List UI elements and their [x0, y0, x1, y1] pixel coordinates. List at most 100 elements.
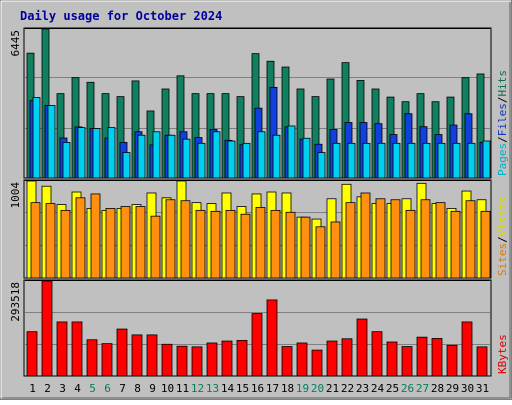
day-label-31: 31 — [476, 382, 489, 395]
bar-sites-day-29 — [450, 210, 461, 279]
panel-kbytes: 293518 KBytes — [9, 279, 509, 377]
day-label-1: 1 — [29, 382, 36, 395]
side-label-part-mid-0: Sites — [496, 243, 509, 276]
bar-sites-day-11 — [180, 200, 191, 279]
bar-pages-day-18 — [287, 125, 296, 179]
day-label-11: 11 — [176, 382, 189, 395]
bar-pages-day-12 — [197, 142, 206, 179]
bar-kbytes-day-28 — [431, 338, 443, 377]
bar-pages-day-17 — [272, 134, 281, 179]
bar-sites-day-17 — [270, 209, 281, 279]
side-label-part-top-4: Hits — [496, 70, 509, 97]
bar-kbytes-day-4 — [71, 321, 83, 377]
side-label-bottom: KBytes — [496, 334, 509, 374]
bar-sites-day-9 — [150, 215, 161, 279]
day-label-5: 5 — [89, 382, 96, 395]
day-label-25: 25 — [386, 382, 399, 395]
bar-kbytes-day-21 — [326, 340, 338, 377]
bar-sites-day-23 — [360, 192, 371, 279]
bar-kbytes-day-19 — [296, 342, 308, 377]
bar-pages-day-14 — [227, 140, 236, 179]
bar-sites-day-13 — [210, 210, 221, 279]
bar-kbytes-day-14 — [221, 340, 233, 377]
day-label-23: 23 — [356, 382, 369, 395]
bar-kbytes-day-23 — [356, 318, 368, 377]
side-label-mid: Sites/Visits — [496, 197, 509, 277]
bar-sites-day-4 — [75, 197, 86, 279]
bar-kbytes-day-17 — [266, 299, 278, 377]
day-label-9: 9 — [149, 382, 156, 395]
bar-sites-day-5 — [90, 193, 101, 279]
bar-kbytes-day-10 — [161, 343, 173, 377]
day-label-26: 26 — [401, 382, 414, 395]
bar-sites-day-25 — [390, 199, 401, 279]
bar-sites-day-28 — [435, 202, 446, 279]
side-label-part-mid-2: Visits — [496, 197, 509, 237]
bar-pages-day-28 — [437, 142, 446, 179]
day-label-20: 20 — [311, 382, 324, 395]
bar-sites-day-18 — [285, 211, 296, 279]
bar-kbytes-day-31 — [476, 346, 488, 377]
bar-sites-day-14 — [225, 209, 236, 279]
day-label-7: 7 — [119, 382, 126, 395]
bar-pages-day-31 — [482, 140, 491, 179]
bar-pages-day-10 — [167, 134, 176, 179]
side-label-part-top-3: / — [496, 97, 509, 104]
bar-sites-day-16 — [255, 207, 266, 279]
side-label-part-top-2: Files — [496, 103, 509, 136]
day-label-14: 14 — [221, 382, 235, 395]
bar-sites-day-8 — [135, 206, 146, 279]
bar-sites-day-6 — [105, 208, 116, 279]
bar-pages-day-23 — [362, 142, 371, 179]
day-label-18: 18 — [281, 382, 294, 395]
bar-kbytes-day-11 — [176, 345, 188, 377]
chart-title: Daily usage for October 2024 — [20, 9, 222, 23]
bar-sites-day-20 — [315, 226, 326, 279]
bar-sites-day-7 — [120, 206, 131, 279]
bar-kbytes-day-7 — [116, 328, 128, 377]
day-label-16: 16 — [251, 382, 264, 395]
bar-sites-day-19 — [300, 216, 311, 279]
side-label-part-mid-1: / — [496, 236, 509, 243]
bar-pages-day-5 — [92, 128, 101, 179]
day-label-3: 3 — [59, 382, 66, 395]
max-label-top: 6445 — [9, 30, 22, 57]
bar-pages-day-15 — [242, 142, 251, 179]
bar-pages-day-7 — [122, 152, 131, 179]
day-label-19: 19 — [296, 382, 309, 395]
side-label-part-top-1: / — [496, 136, 509, 143]
bar-kbytes-day-9 — [146, 334, 158, 377]
bar-kbytes-day-5 — [86, 339, 98, 377]
panel-sites-visits: 1004 Sites/Visits — [9, 179, 509, 279]
bar-pages-day-24 — [377, 142, 386, 179]
day-label-17: 17 — [266, 382, 279, 395]
max-label-bottom: 293518 — [9, 282, 22, 322]
bar-pages-day-3 — [62, 141, 71, 179]
bar-sites-day-22 — [345, 202, 356, 279]
bar-kbytes-day-12 — [191, 346, 203, 377]
bar-pages-day-1 — [32, 97, 41, 179]
bar-kbytes-day-22 — [341, 338, 353, 377]
bar-kbytes-day-29 — [446, 344, 458, 377]
bar-sites-day-1 — [30, 202, 41, 279]
bar-kbytes-day-18 — [281, 346, 293, 377]
side-label-top: Pages/Files/Hits — [496, 70, 509, 176]
bar-pages-day-4 — [77, 127, 86, 179]
bar-kbytes-day-8 — [131, 334, 143, 377]
bar-pages-day-20 — [317, 152, 326, 179]
day-label-13: 13 — [206, 382, 219, 395]
day-label-21: 21 — [326, 382, 339, 395]
day-label-8: 8 — [134, 382, 141, 395]
day-label-28: 28 — [431, 382, 444, 395]
bar-kbytes-day-26 — [401, 346, 413, 377]
day-label-22: 22 — [341, 382, 354, 395]
max-label-mid: 1004 — [9, 182, 22, 209]
side-label-part-bottom-0: KBytes — [496, 334, 509, 374]
bar-kbytes-day-25 — [386, 341, 398, 377]
bar-kbytes-day-16 — [251, 313, 263, 377]
bar-sites-day-26 — [405, 209, 416, 279]
bar-pages-day-21 — [332, 142, 341, 179]
bar-sites-day-10 — [165, 199, 176, 279]
bar-pages-day-30 — [467, 142, 476, 179]
